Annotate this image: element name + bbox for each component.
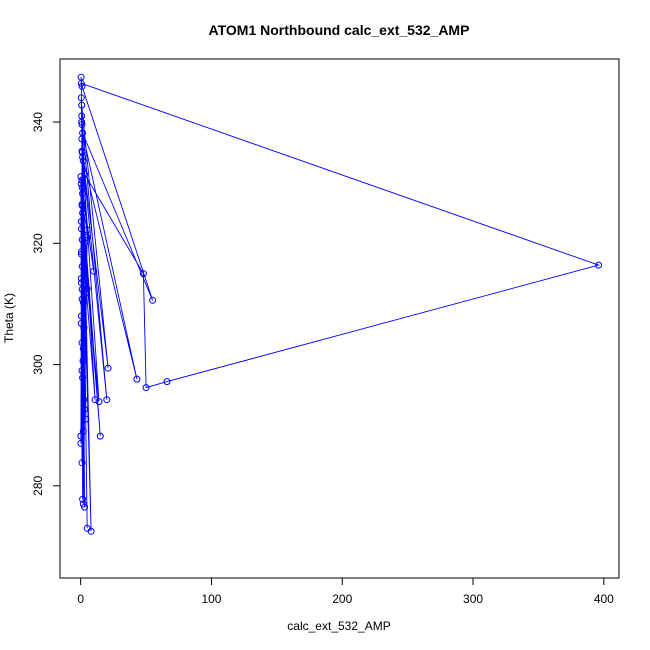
data-point: [81, 405, 89, 413]
data-point: [80, 299, 87, 307]
data-point: [78, 121, 86, 128]
x-tick-label: 400: [594, 592, 614, 606]
data-point: [77, 73, 85, 81]
chart-title: ATOM1 Northbound calc_ext_532_AMP: [209, 22, 470, 38]
data-point: [79, 357, 87, 365]
y-tick-label: 340: [31, 112, 45, 132]
data-point: [77, 218, 85, 225]
data-point: [77, 319, 85, 327]
y-tick-label: 300: [31, 354, 45, 374]
data-series: [77, 73, 603, 535]
data-point: [77, 180, 85, 188]
data-point: [81, 239, 89, 247]
data-point: [78, 82, 86, 90]
data-point: [91, 396, 99, 404]
data-point: [78, 459, 86, 467]
data-point: [78, 176, 86, 184]
data-point: [90, 267, 98, 275]
data-point: [79, 157, 87, 165]
data-point: [79, 495, 87, 503]
x-tick-label: 300: [463, 592, 483, 606]
data-point: [77, 248, 85, 256]
data-point: [95, 398, 103, 406]
y-axis-label: Theta (K): [2, 293, 16, 343]
y-tick-label: 320: [31, 233, 45, 253]
data-point: [77, 250, 85, 258]
x-tick-label: 100: [201, 592, 221, 606]
data-point: [133, 375, 141, 383]
data-point: [83, 285, 91, 293]
data-point: [82, 415, 90, 423]
y-axis: 280 300 320 340: [31, 112, 61, 496]
data-point: [78, 339, 86, 347]
data-point: [79, 500, 87, 508]
data-point: [79, 190, 87, 198]
data-point: [149, 296, 157, 304]
data-point: [163, 378, 171, 386]
y-tick-label: 280: [31, 476, 45, 496]
data-point: [77, 173, 85, 181]
x-axis-label: calc_ext_532_AMP: [287, 619, 390, 633]
data-point: [103, 396, 111, 404]
data-point: [79, 209, 87, 217]
data-point: [595, 261, 603, 269]
data-point: [77, 225, 85, 233]
data-point: [77, 275, 85, 282]
data-point: [142, 384, 150, 392]
data-point: [77, 439, 85, 447]
data-point: [80, 396, 88, 404]
series-line: [80, 77, 601, 532]
data-point: [78, 118, 86, 126]
data-point: [81, 170, 89, 178]
data-point: [78, 285, 86, 293]
data-point: [78, 262, 86, 270]
x-tick-label: 200: [332, 592, 352, 606]
data-point: [78, 135, 86, 143]
data-point: [77, 312, 85, 320]
data-point: [78, 101, 86, 109]
data-point: [104, 364, 112, 372]
x-tick-label: 0: [77, 592, 84, 606]
data-point: [77, 279, 85, 287]
data-point: [77, 432, 85, 440]
data-point: [78, 147, 86, 155]
data-point: [82, 289, 90, 297]
data-point: [83, 524, 91, 532]
data-point: [77, 94, 85, 102]
x-axis: 0 100 200 300 400: [77, 577, 614, 606]
data-point: [78, 201, 86, 208]
data-point: [96, 432, 104, 440]
data-point: [81, 503, 89, 511]
data-point: [139, 270, 147, 278]
data-point: [79, 374, 87, 382]
data-point: [78, 236, 86, 244]
data-point: [78, 295, 86, 303]
data-point: [78, 367, 86, 375]
